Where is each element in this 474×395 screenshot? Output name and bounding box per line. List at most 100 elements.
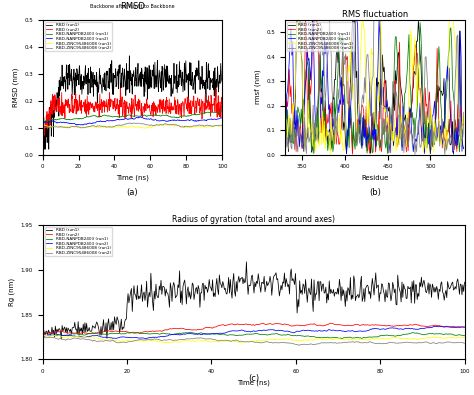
RBD-ZINC95486008 (run1) bbox=[320, 141, 326, 145]
RBD-NANPDB2403 (run2) bbox=[433, 128, 439, 133]
RBD (run1) bbox=[127, 53, 132, 58]
RBD-NANPDB2403 (run2) bbox=[147, 117, 153, 122]
RBD (run1) bbox=[219, 79, 225, 84]
RBD-NANPDB2403 (run1) bbox=[371, 110, 377, 115]
RBD-ZINC95486008 (run1) bbox=[245, 339, 250, 344]
RBD (run1) bbox=[58, 337, 64, 341]
RBD-NANPDB2403 (run2) bbox=[282, 131, 288, 136]
RBD-NANPDB2403 (run1) bbox=[188, 330, 193, 335]
RBD-ZINC95486008 (run1) bbox=[328, 152, 333, 157]
RBD-ZINC95486008 (run1) bbox=[462, 335, 467, 340]
Line: RBD-ZINC95486008 (run2): RBD-ZINC95486008 (run2) bbox=[43, 337, 465, 346]
RBD-ZINC95486008 (run1) bbox=[219, 124, 225, 128]
RBD (run2) bbox=[292, 324, 298, 328]
RBD (run1) bbox=[462, 280, 467, 284]
RBD-ZINC95486008 (run1) bbox=[373, 126, 378, 131]
RBD (run1) bbox=[451, 152, 456, 156]
RBD (run2) bbox=[118, 86, 123, 91]
Line: RBD (run1): RBD (run1) bbox=[285, 20, 464, 154]
RBD (run1) bbox=[241, 276, 246, 281]
RBD-NANPDB2403 (run2) bbox=[462, 325, 467, 329]
RBD-ZINC95486008 (run1) bbox=[461, 129, 466, 134]
RBD-ZINC95486008 (run1) bbox=[216, 124, 221, 128]
RBD (run2) bbox=[284, 99, 290, 103]
Line: RBD (run2): RBD (run2) bbox=[43, 88, 222, 135]
RBD-ZINC95486008 (run2) bbox=[244, 340, 249, 344]
RBD (run1) bbox=[372, 123, 378, 128]
RBD-NANPDB2403 (run1) bbox=[137, 114, 143, 118]
RBD-ZINC95486008 (run1) bbox=[296, 17, 301, 22]
RBD (run2) bbox=[219, 102, 225, 106]
RBD-ZINC95486008 (run1) bbox=[165, 340, 171, 345]
RBD-ZINC95486008 (run1) bbox=[147, 125, 153, 130]
RBD-NANPDB2403 (run2) bbox=[284, 92, 290, 97]
RBD-ZINC95486008 (run2) bbox=[284, 145, 290, 149]
Line: RBD-NANPDB2403 (run2): RBD-NANPDB2403 (run2) bbox=[43, 326, 465, 339]
RBD-NANPDB2403 (run2) bbox=[137, 115, 143, 119]
RBD (run1) bbox=[244, 260, 249, 264]
RBD (run2) bbox=[127, 102, 133, 107]
RBD-NANPDB2403 (run1) bbox=[461, 128, 466, 133]
RBD-NANPDB2403 (run2) bbox=[368, 85, 374, 90]
RBD-ZINC95486008 (run2) bbox=[462, 341, 467, 346]
RBD-ZINC95486008 (run2) bbox=[368, 114, 374, 118]
RBD-ZINC95486008 (run1) bbox=[368, 46, 374, 51]
RBD-NANPDB2403 (run2) bbox=[269, 327, 274, 332]
RBD-NANPDB2403 (run2) bbox=[453, 325, 459, 330]
RBD-NANPDB2403 (run1) bbox=[462, 333, 467, 338]
RBD-ZINC95486008 (run1) bbox=[270, 337, 275, 342]
RBD (run2) bbox=[216, 108, 221, 113]
RBD (run1) bbox=[147, 86, 153, 91]
RBD-NANPDB2403 (run2) bbox=[216, 117, 221, 121]
RBD-NANPDB2403 (run2) bbox=[219, 116, 225, 120]
RBD-NANPDB2403 (run2) bbox=[127, 117, 132, 121]
RBD-NANPDB2403 (run1) bbox=[385, 151, 391, 156]
Line: RBD (run1): RBD (run1) bbox=[43, 262, 465, 339]
Line: RBD-ZINC95486008 (run2): RBD-ZINC95486008 (run2) bbox=[285, 20, 464, 154]
RBD-NANPDB2403 (run1) bbox=[244, 332, 249, 337]
RBD-ZINC95486008 (run2) bbox=[40, 336, 46, 340]
RBD-ZINC95486008 (run2) bbox=[137, 121, 143, 126]
RBD-NANPDB2403 (run1) bbox=[126, 113, 132, 117]
Y-axis label: Rg (nm): Rg (nm) bbox=[9, 278, 15, 306]
RBD-ZINC95486008 (run2) bbox=[372, 17, 378, 22]
RBD (run2) bbox=[282, 116, 288, 121]
RBD-NANPDB2403 (run2) bbox=[444, 324, 450, 329]
RBD (run1) bbox=[294, 17, 300, 22]
RBD-ZINC95486008 (run2) bbox=[320, 53, 326, 58]
RBD (run1) bbox=[292, 271, 298, 276]
RBD-NANPDB2403 (run2) bbox=[40, 120, 46, 124]
RBD-ZINC95486008 (run1) bbox=[282, 118, 288, 122]
RBD-NANPDB2403 (run2) bbox=[244, 329, 249, 334]
RBD-ZINC95486008 (run1) bbox=[444, 134, 449, 139]
RBD-ZINC95486008 (run2) bbox=[296, 343, 301, 348]
RBD-NANPDB2403 (run2) bbox=[372, 122, 378, 127]
Line: RBD-ZINC95486008 (run1): RBD-ZINC95486008 (run1) bbox=[43, 335, 465, 342]
RBD-NANPDB2403 (run1) bbox=[284, 133, 290, 138]
RBD (run2) bbox=[444, 129, 449, 134]
RBD-ZINC95486008 (run2) bbox=[433, 135, 438, 139]
RBD (run2) bbox=[188, 102, 193, 107]
Line: RBD-NANPDB2403 (run1): RBD-NANPDB2403 (run1) bbox=[285, 23, 464, 153]
RBD (run1) bbox=[245, 280, 250, 284]
RBD-ZINC95486008 (run2) bbox=[127, 120, 133, 125]
RBD (run1) bbox=[125, 87, 131, 92]
RBD-NANPDB2403 (run2) bbox=[188, 117, 193, 122]
RBD-NANPDB2403 (run2) bbox=[40, 332, 46, 337]
RBD (run2) bbox=[350, 152, 356, 156]
RBD-NANPDB2403 (run1) bbox=[339, 336, 345, 341]
RBD-NANPDB2403 (run1) bbox=[40, 334, 46, 339]
RBD-ZINC95486008 (run2) bbox=[269, 340, 274, 345]
RBD (run1) bbox=[453, 287, 459, 292]
RBD-ZINC95486008 (run2) bbox=[147, 123, 153, 128]
RBD-ZINC95486008 (run2) bbox=[78, 126, 84, 130]
RBD (run2) bbox=[40, 330, 46, 335]
RBD-NANPDB2403 (run2) bbox=[320, 68, 326, 73]
RBD-ZINC95486008 (run1) bbox=[51, 333, 56, 338]
RBD-NANPDB2403 (run2) bbox=[421, 151, 427, 156]
RBD-NANPDB2403 (run2) bbox=[444, 75, 449, 79]
Line: RBD (run2): RBD (run2) bbox=[285, 20, 464, 154]
RBD-ZINC95486008 (run1) bbox=[292, 338, 298, 343]
Legend: RBD (run1), RBD (run2), RBD-NANPDB2403 (run1), RBD-NANPDB2403 (run2), RBD-ZINC95: RBD (run1), RBD (run2), RBD-NANPDB2403 (… bbox=[45, 227, 112, 256]
RBD (run2) bbox=[269, 322, 274, 327]
